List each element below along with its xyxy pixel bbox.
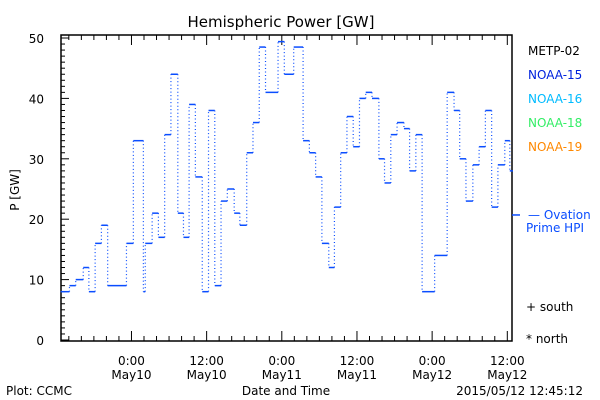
x-tick-label-time: 12:00 (490, 354, 525, 368)
x-tick-label-date: May12 (412, 368, 452, 382)
legend-entry: NOAA-18 (528, 116, 582, 130)
y-tick-label: 50 (29, 32, 44, 46)
legend-entry: METP-02 (528, 44, 580, 58)
y-tick-label: 40 (29, 92, 44, 106)
plot-credit: Plot: CCMC (6, 384, 72, 398)
legend-entry: NOAA-16 (528, 92, 582, 106)
plot-frame (60, 34, 513, 342)
y-tick-label: 0 (36, 334, 44, 348)
legend-entry: NOAA-19 (528, 140, 582, 154)
x-tick-label-date: May12 (487, 368, 527, 382)
y-tick-label: 20 (29, 213, 44, 227)
x-tick-label-date: May10 (111, 368, 151, 382)
x-tick-label-date: May10 (187, 368, 227, 382)
x-tick-label-date: May11 (262, 368, 302, 382)
x-tick-label-time: 0:00 (118, 354, 145, 368)
ovation-label: — Ovation (528, 208, 591, 222)
x-axis-label: Date and Time (242, 384, 330, 398)
plot-timestamp: 2015/05/12 12:45:12 (456, 384, 583, 398)
legend-entry: NOAA-15 (528, 68, 582, 82)
ovation-label: Prime HPI (526, 221, 584, 235)
y-axis-label: P [GW] (8, 169, 22, 211)
x-tick-label-time: 0:00 (419, 354, 446, 368)
marker-legend-north: * north (526, 332, 568, 346)
x-tick-label-time: 12:00 (340, 354, 375, 368)
y-tick-label: 30 (29, 153, 44, 167)
x-tick-label-date: May11 (337, 368, 377, 382)
x-tick-label-time: 0:00 (268, 354, 295, 368)
x-tick-label-time: 12:00 (189, 354, 224, 368)
y-tick-label: 10 (29, 274, 44, 288)
marker-legend-south: + south (526, 300, 573, 314)
chart-title: Hemispheric Power [GW] (188, 13, 375, 31)
